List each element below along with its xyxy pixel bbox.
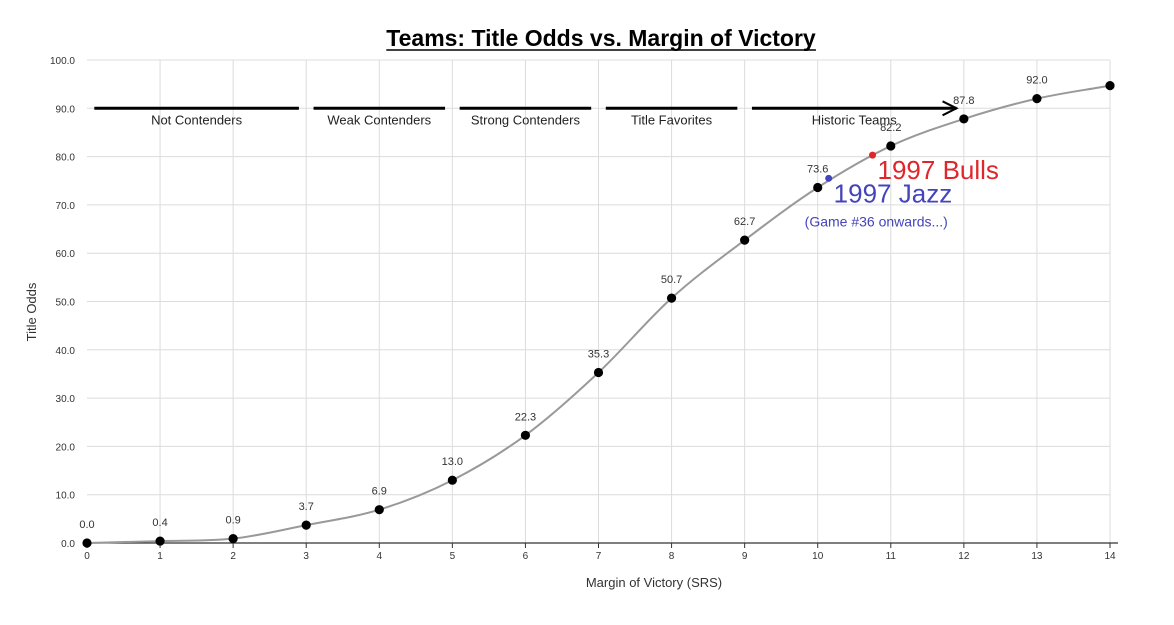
annotation-point: [825, 174, 833, 182]
data-point: [228, 534, 238, 544]
data-point: [155, 536, 165, 546]
y-tick-label: 20.0: [56, 442, 76, 453]
data-point: [1032, 94, 1042, 104]
data-point: [593, 367, 604, 378]
y-tick-label: 30.0: [56, 394, 76, 405]
data-label: 35.3: [588, 349, 609, 361]
data-label: 0.9: [225, 515, 240, 527]
x-tick-label: 2: [230, 551, 236, 562]
tier-bands: Not Contenders Weak Contenders Strong Cont…: [94, 100, 959, 127]
data-point: [813, 182, 823, 193]
y-tick-label: 70.0: [56, 201, 76, 212]
x-axis-label: Margin of Victory (SRS): [586, 575, 722, 590]
y-tick-label: 50.0: [56, 298, 76, 309]
data-label: 87.8: [953, 95, 974, 107]
data-label: 3.7: [299, 501, 314, 513]
y-tick-label: 0.0: [61, 539, 75, 550]
x-tick-label: 10: [812, 551, 824, 562]
chart-title: Teams: Title Odds vs. Margin of Victory: [386, 25, 816, 51]
x-tick-label: 3: [303, 551, 309, 562]
x-tick-label: 6: [523, 551, 529, 562]
data-label: 73.6: [807, 164, 828, 176]
gridlines: [87, 59, 1111, 543]
data-point: [374, 505, 384, 515]
data-label: 50.7: [661, 274, 682, 286]
y-axis-label: Title Odds: [24, 282, 39, 341]
trend-line: [86, 84, 1111, 544]
x-tick-label: 4: [377, 551, 383, 562]
annotation-label: 1997 Jazz: [834, 178, 953, 208]
data-label: 13.0: [442, 456, 463, 468]
data-label: 62.7: [734, 216, 755, 228]
data-point: [1105, 80, 1115, 91]
data-point: [447, 475, 457, 485]
tier-label: Weak Contenders: [327, 112, 431, 127]
y-tick-label: 60.0: [56, 249, 76, 260]
data-label: 92.0: [1026, 75, 1047, 87]
tier-label: Strong Contenders: [471, 112, 581, 127]
x-tick-label: 7: [596, 551, 602, 562]
x-tick-label: 14: [1104, 551, 1116, 562]
data-label: 0.4: [152, 517, 167, 529]
x-tick-label: 1: [157, 551, 163, 562]
annotation-sublabel: (Game #36 onwards...): [805, 213, 948, 229]
tier-label: Not Contenders: [151, 112, 243, 127]
x-tick-label: 11: [886, 551, 897, 562]
annotation-label: 1997 Bulls: [878, 155, 999, 185]
tier-label: Historic Teams: [812, 112, 898, 127]
x-tick-label: 0: [84, 551, 90, 562]
data-points: 0.0 0.4 0.9 3.7 6.9 13.0 22.3 35.3 50.7 62.7 73.6 8…: [79, 75, 1115, 548]
data-point: [301, 520, 311, 530]
annotation-point: [869, 151, 877, 159]
x-tick-label: 9: [742, 551, 748, 562]
data-point: [82, 538, 92, 548]
data-label: 82.2: [880, 122, 901, 134]
y-tick-label: 90.0: [56, 104, 76, 115]
data-point: [740, 235, 750, 245]
y-tick-label: 10.0: [56, 491, 76, 502]
data-label: 22.3: [515, 411, 536, 423]
x-tick-label: 5: [450, 551, 456, 562]
data-point: [666, 293, 677, 303]
data-point: [886, 141, 896, 151]
x-tick-label: 8: [669, 551, 675, 562]
tier-label: Title Favorites: [631, 112, 713, 127]
y-tick-label: 100.0: [50, 56, 75, 67]
data-label: 6.9: [372, 486, 387, 498]
x-tick-label: 12: [958, 551, 970, 562]
axes: 0 1 2 3 4 5 6 7 8 9 10 11 12 13 140.010.020.030.040.05…: [50, 56, 1118, 562]
x-tick-label: 13: [1031, 551, 1043, 562]
data-label: 0.0: [79, 519, 94, 531]
data-point: [520, 430, 531, 440]
y-tick-label: 40.0: [56, 346, 76, 357]
y-tick-label: 80.0: [56, 153, 76, 164]
data-point: [959, 114, 969, 124]
tier-arrowhead: [942, 100, 959, 117]
